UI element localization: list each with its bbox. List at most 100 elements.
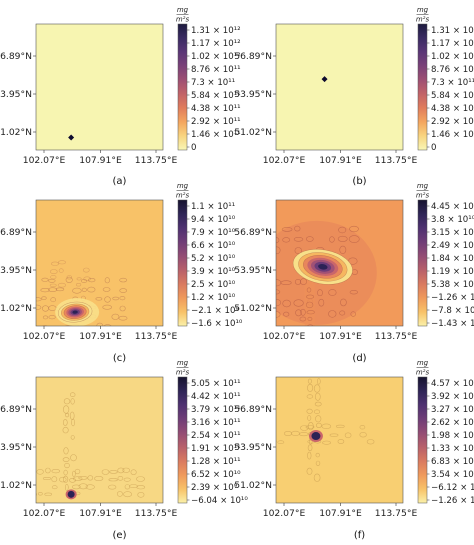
contour-field	[36, 392, 146, 500]
contour-ripple	[282, 237, 291, 243]
contour-level	[67, 490, 75, 498]
contour-ripple	[19, 287, 24, 291]
colorbar-tick-label: 3.8 × 10¹⁰	[431, 215, 474, 225]
y-tick-label: 56.89°N	[234, 51, 272, 62]
contour-ripple	[305, 425, 315, 429]
contour-ripple	[294, 247, 302, 254]
contour-ripple	[307, 378, 312, 384]
contour-ripple	[300, 308, 306, 316]
colorbar-tick-label: 1.2 × 10¹⁰	[191, 293, 236, 303]
contour-ripple	[64, 462, 70, 469]
contour-ripple	[65, 483, 69, 491]
y-tick-label: 51.02°N	[234, 480, 272, 491]
colorbar-tick-label: 1.33 × 10¹¹	[431, 444, 474, 454]
contour-ripple	[277, 440, 285, 445]
colorbar-tick-label: 1.31 × 10¹²	[191, 26, 241, 36]
y-tick-label: 51.02°N	[234, 303, 272, 314]
map-frame	[275, 376, 404, 504]
panel-label: (e)	[113, 530, 127, 541]
contour-ripple	[111, 313, 120, 320]
colorbar-unit-denominator: m²s	[176, 369, 190, 377]
contour-ripple	[42, 476, 52, 480]
x-tick-label: 102.07°E	[23, 508, 66, 519]
contour-ripple	[48, 278, 56, 283]
colorbar-unit-denominator: m²s	[416, 16, 430, 24]
colorbar-unit-numerator: mg	[417, 6, 429, 14]
contour-ripple	[349, 290, 358, 295]
contour-ripple	[307, 415, 312, 421]
contour-ripple	[40, 288, 50, 293]
contour-ripple	[25, 279, 32, 283]
contour-ripple	[261, 280, 269, 285]
x-tick-label: 102.07°E	[263, 331, 306, 342]
x-tick-label: 113.75°E	[135, 155, 178, 166]
contour-ripple	[44, 492, 53, 496]
contour-ripple	[276, 289, 281, 295]
contour-ripple	[74, 468, 81, 475]
contour-ripple	[36, 304, 42, 310]
colorbar-tick-label: 2.5 × 10¹⁰	[191, 280, 236, 290]
contour-ripple	[306, 287, 312, 293]
contour-ripple	[48, 315, 56, 320]
x-tick-label: 113.75°E	[375, 331, 418, 342]
colorbar-tick-label: 1.1 × 10¹¹	[191, 202, 235, 212]
panel-label: (c)	[113, 353, 126, 364]
contour-ripple	[299, 316, 307, 322]
contour-ripple	[338, 226, 347, 234]
contour-ripple	[51, 469, 61, 474]
contour-field	[68, 134, 75, 141]
x-tick-label: 107.91°E	[79, 508, 122, 519]
colorbar-tick-label: −1.6 × 10¹⁰	[191, 319, 243, 329]
colorbar-tick-label: 3.54 × 10⁹	[431, 470, 474, 480]
contour-ripple	[65, 325, 72, 326]
colorbar	[177, 376, 188, 504]
colorbar-tick-label: 5.2 × 10¹⁰	[191, 254, 236, 264]
y-tick-label: 53.95°N	[0, 442, 32, 453]
colorbar-tick-label: 2.49 × 10¹⁰	[431, 241, 474, 251]
contour-ripple	[313, 473, 321, 482]
colorbar-tick-label: 4.57 × 10¹¹	[431, 379, 474, 389]
colorbar	[177, 199, 188, 327]
contour-ripple	[348, 235, 360, 243]
contour-ripple	[87, 286, 96, 293]
contour-ripple	[307, 383, 314, 392]
colorbar-tick-label: 1.17 × 10¹²	[431, 39, 474, 49]
contour-ripple	[329, 236, 335, 243]
contour-ripple	[57, 260, 66, 265]
contour-ripple	[48, 287, 58, 293]
x-tick-label: 102.07°E	[263, 155, 306, 166]
contour-ripple	[69, 392, 76, 398]
x-tick-label: 113.75°E	[135, 508, 178, 519]
contour-ripple	[66, 275, 73, 280]
contour-ripple	[276, 246, 281, 255]
contour-ripple	[122, 467, 130, 473]
contour-ripple	[307, 451, 312, 460]
x-tick-label: 113.75°E	[375, 508, 418, 519]
contour-ripple	[36, 493, 37, 496]
contour-ripple	[315, 460, 321, 466]
contour-ripple	[119, 288, 127, 293]
colorbar-tick-label: 5.38 × 10⁹	[431, 280, 474, 290]
contour-ripple	[45, 467, 51, 474]
colorbar-unit-denominator: m²s	[416, 369, 430, 377]
map-frame	[35, 199, 164, 327]
x-tick-label: 113.75°E	[135, 331, 178, 342]
contour-ripple	[41, 296, 47, 300]
contour-ripple	[42, 315, 49, 320]
contour-ripple	[36, 297, 42, 302]
contour-ripple	[101, 469, 110, 475]
contour-ripple	[51, 476, 58, 483]
colorbar-tick-label: 6.52 × 10¹⁰	[191, 470, 241, 480]
x-tick-label: 107.91°E	[319, 155, 362, 166]
colorbar-tick-label: 1.84 × 10¹⁰	[431, 254, 474, 264]
contour-ripple	[117, 491, 123, 497]
contour-field	[321, 76, 328, 83]
contour-ripple	[348, 257, 358, 265]
panel-5: 56.89°N 53.95°N 51.02°N 102.07°E 107.91°E 113…	[0, 359, 248, 541]
contour-ripple	[78, 476, 88, 480]
contour-ripple	[307, 371, 311, 375]
contour-ripple	[305, 236, 314, 242]
colorbar-tick-label: 8.76 × 10¹¹	[191, 65, 241, 75]
colorbar-tick-label: 3.16 × 10¹¹	[191, 418, 241, 428]
contour-ripple	[137, 491, 145, 498]
